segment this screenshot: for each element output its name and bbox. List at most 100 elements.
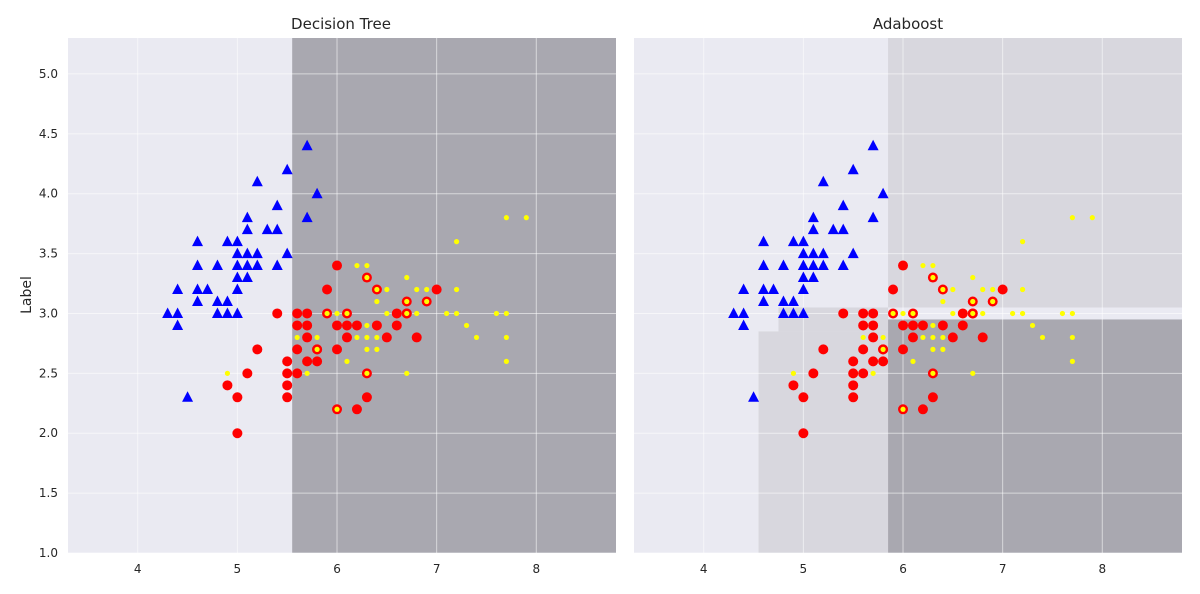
dt-triangle-point-0 [162,307,174,318]
ada-circle-point-32 [957,308,968,319]
dt-dot-point-4 [334,310,340,317]
dt-triangle-point-14 [221,295,233,306]
ada-xtick-label-8: 8 [1098,562,1106,576]
dt-triangle-point-7 [192,259,204,271]
ada-dot-point-31 [1069,334,1075,341]
dt-triangle-point-38 [311,187,323,199]
ada-dot-point-12 [930,262,936,269]
dt-triangle-point-36 [301,211,313,223]
dt-circle-point-13 [292,308,303,319]
dt-triangle-point-15 [221,235,233,247]
dt-triangle-point-19 [231,259,243,271]
ada-circle-point-20 [888,284,899,295]
dt-triangle-point-11 [211,295,223,306]
dt-triangle-point-31 [271,259,283,271]
dt-triangle-point-23 [241,259,253,271]
ada-circle-point-14 [868,356,879,367]
ada-triangle-point-7 [758,259,770,271]
dt-dot-point-29 [493,310,500,317]
ada-circle-point-22 [898,320,909,331]
ada-ringed-point-center-3 [910,310,916,317]
dt-circle-point-4 [252,344,263,355]
ada-dot-point-2 [870,370,876,376]
dt-dot-point-13 [374,346,380,352]
dt-circle-point-11 [292,344,303,355]
ada-circle-point-31 [957,320,968,331]
dt-triangle-point-2 [172,307,184,318]
dt-dot-point-12 [364,262,370,269]
dt-dot-point-30 [503,358,509,364]
dt-ringed-point-center-1 [324,310,330,317]
dt-triangle-point-3 [172,283,184,295]
ada-ringed-point-center-1 [890,310,896,317]
ada-xtick-label-7: 7 [999,562,1007,576]
dt-circle-point-7 [282,380,293,391]
ada-dot-point-25 [1019,286,1026,293]
ada-triangle-point-0 [728,307,740,318]
ada-dot-point-34 [1089,215,1095,221]
dt-dot-point-22 [424,286,430,293]
dt-ytick-label-3.5: 3.5 [39,247,58,261]
dt-circle-point-35 [431,284,442,295]
ada-dot-point-11 [930,322,936,329]
ada-triangle-point-35 [847,163,859,175]
ada-dot-point-4 [900,310,906,317]
ada-circle-point-30 [947,332,958,343]
dt-ytick-label-4.0: 4.0 [39,187,58,201]
dt-dot-point-17 [384,286,390,293]
ada-dot-point-14 [940,334,946,341]
dt-circle-point-23 [332,260,343,271]
ada-triangle-point-14 [787,295,799,306]
ada-circle-point-17 [868,308,879,319]
dt-circle-point-5 [272,308,283,319]
ada-dot-point-30 [1069,358,1075,364]
ada-triangle-point-31 [837,259,849,271]
ada-ringed-point-center-8 [970,298,976,305]
ada-triangle-point-1 [738,319,750,330]
dt-circle-point-12 [292,320,303,331]
dt-dot-point-2 [304,370,310,376]
ada-triangle-point-21 [797,235,809,247]
ada-ringed-point-center-4 [930,370,936,376]
ada-triangle-point-18 [797,271,809,283]
ada-circle-point-16 [868,320,879,331]
ada-circle-point-15 [868,332,879,343]
dt-circle-point-30 [381,332,392,343]
dt-triangle-point-13 [221,307,233,318]
ada-triangle-point-10 [777,307,789,318]
ada-region-mid-0 [888,38,1182,308]
dt-dot-point-33 [503,215,509,221]
ada-region-dark-3 [888,319,1182,553]
ada-xtick-label-5: 5 [800,562,808,576]
ada-triangle-point-4 [748,391,760,402]
y-axis-label: Label [19,276,35,314]
dt-triangle-point-9 [201,283,213,295]
dt-triangle-point-4 [182,391,194,402]
dt-dot-point-25 [453,286,460,293]
ada-dot-point-20 [980,310,986,317]
adaboost-panel: Adaboost 4 5 6 7 8 [634,15,1182,576]
dt-dot-point-10 [364,334,370,341]
dt-circle-point-9 [282,356,293,367]
ada-dot-point-3 [880,334,886,341]
dt-ytick-label-5.0: 5.0 [39,67,58,81]
ada-circle-point-2 [798,392,809,403]
dt-circle-point-29 [371,320,382,331]
dt-xtick-label-7: 7 [433,562,441,576]
ada-ringed-point-center-9 [990,298,996,305]
ada-dot-point-18 [970,370,976,376]
ada-triangle-point-29 [817,175,829,187]
dt-triangle-point-12 [211,259,223,271]
dt-xtick-label-5: 5 [234,562,242,576]
dt-circle-point-6 [282,392,293,403]
dt-circle-point-21 [332,344,343,355]
decision-tree-panel: Decision Tree Label 4 5 6 7 8 1.0 1.5 2.0 2.5 3.0… [19,15,616,576]
dt-circle-point-32 [391,308,402,319]
ada-ringed-point-center-2 [900,406,906,412]
dt-dot-point-24 [453,310,460,317]
dt-ringed-point-center-6 [374,286,380,293]
dt-xtick-label-8: 8 [532,562,540,576]
ada-triangle-point-2 [738,307,750,318]
ada-triangle-point-28 [817,247,829,259]
ada-triangle-point-11 [777,295,789,306]
